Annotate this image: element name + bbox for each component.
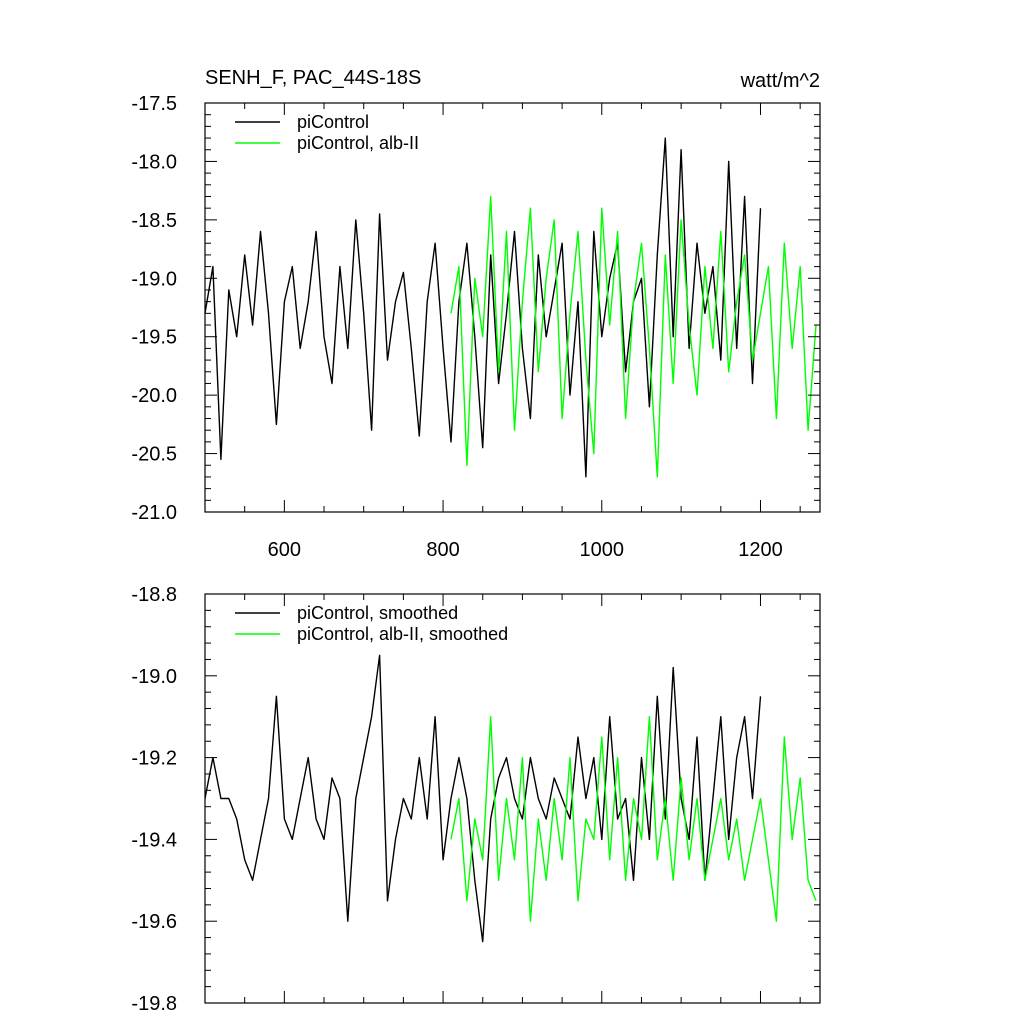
- bottom-ytick-label: -18.8: [131, 584, 177, 606]
- bottom-panel-series: [204, 654, 817, 943]
- bottom-ytick-label: -19.4: [131, 829, 177, 851]
- bottom-ytick-label: -19.8: [131, 993, 177, 1015]
- bottom-panel: -19.8 -19.6 -19.4 -19.2 -19.0 -18.8 piControl…: [131, 584, 821, 1015]
- top-series-line-1: [450, 195, 817, 478]
- bottom-ytick-label: -19.6: [131, 911, 177, 933]
- top-plot-frame: [204, 102, 821, 513]
- chart-title: SENH_F, PAC_44S-18S: [205, 67, 421, 89]
- bottom-plot-frame: [204, 593, 821, 1004]
- top-series-line-0: [204, 137, 762, 478]
- top-ytick-label: -17.5: [131, 93, 177, 115]
- bottom-ytick-label: -19.0: [131, 666, 177, 688]
- bottom-legend: piControl, smoothed piControl, alb-II, s…: [235, 603, 508, 644]
- top-ytick-label: -21.0: [131, 502, 177, 524]
- top-panel: SENH_F, PAC_44S-18S watt/m^2 600 800 1000 1…: [131, 67, 821, 561]
- legend-label-piControl: piControl: [297, 112, 369, 132]
- top-xtick-label: 1000: [580, 539, 625, 561]
- top-legend: piControl piControl, alb-II: [235, 112, 419, 153]
- bottom-series-line-1: [450, 716, 817, 922]
- top-xtick-label: 1200: [738, 539, 783, 561]
- top-xtick-label: 800: [426, 539, 459, 561]
- top-ytick-label: -18.5: [131, 210, 177, 232]
- top-ytick-label: -18.0: [131, 151, 177, 173]
- top-panel-series: [204, 137, 817, 478]
- top-xtick-label: 600: [268, 539, 301, 561]
- legend-label-alb-II-smoothed: piControl, alb-II, smoothed: [297, 624, 508, 644]
- units-label: watt/m^2: [740, 70, 820, 92]
- bottom-panel-ticks: -19.8 -19.6 -19.4 -19.2 -19.0 -18.8: [131, 584, 820, 1015]
- bottom-ytick-label: -19.2: [131, 748, 177, 770]
- top-ytick-label: -20.5: [131, 444, 177, 466]
- legend-label-piControl-smoothed: piControl, smoothed: [297, 603, 458, 623]
- top-panel-ticks: 600 800 1000 1200 -21.0 -20.5 -20.0 -19.5 -19.0 -…: [131, 93, 820, 561]
- top-ytick-label: -19.5: [131, 327, 177, 349]
- bottom-series-line-0: [204, 654, 762, 943]
- top-ytick-label: -19.0: [131, 268, 177, 290]
- top-ytick-label: -20.0: [131, 385, 177, 407]
- legend-label-alb-II: piControl, alb-II: [297, 133, 419, 153]
